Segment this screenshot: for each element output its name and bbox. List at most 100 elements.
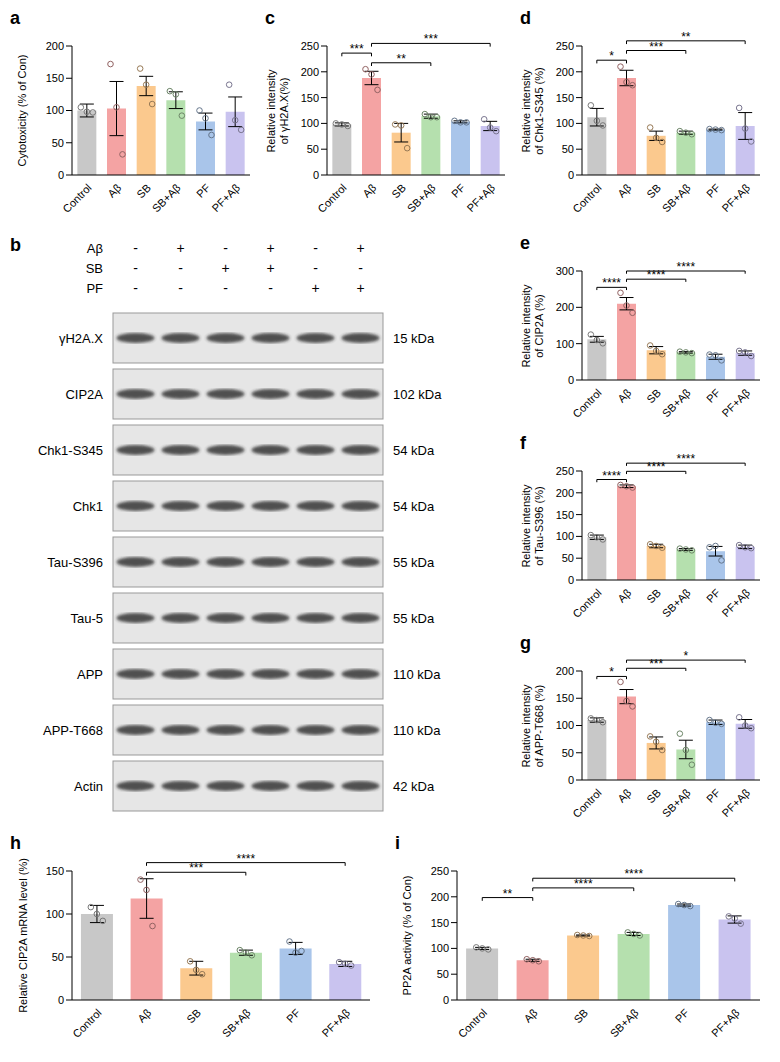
svg-text:150: 150	[556, 692, 574, 704]
svg-text:APP-T668: APP-T668	[43, 723, 103, 738]
svg-text:**: **	[681, 30, 691, 44]
svg-text:42 kDa: 42 kDa	[393, 779, 435, 794]
svg-text:Aβ: Aβ	[615, 181, 633, 199]
svg-text:250: 250	[556, 40, 574, 52]
svg-text:+: +	[266, 260, 274, 276]
svg-text:100: 100	[46, 104, 64, 116]
svg-text:PF: PF	[86, 281, 103, 296]
svg-text:Tau-5: Tau-5	[70, 611, 103, 626]
svg-text:***: ***	[649, 40, 663, 54]
svg-text:PF: PF	[704, 586, 723, 605]
svg-text:PF: PF	[704, 786, 723, 805]
svg-text:Aβ: Aβ	[135, 1006, 153, 1024]
svg-text:γH2A.X: γH2A.X	[59, 331, 103, 346]
svg-text:-: -	[178, 280, 183, 296]
svg-text:****: ****	[647, 460, 666, 474]
svg-text:b: b	[10, 235, 21, 255]
svg-text:-: -	[313, 260, 318, 276]
svg-text:Aβ: Aβ	[105, 181, 123, 199]
svg-text:+: +	[266, 240, 274, 256]
svg-text:250: 250	[431, 865, 449, 877]
svg-text:PF+Aβ: PF+Aβ	[209, 181, 242, 214]
svg-text:Aβ: Aβ	[615, 386, 633, 404]
svg-text:SB+Aβ: SB+Aβ	[608, 1006, 641, 1039]
svg-text:Control: Control	[60, 181, 94, 215]
svg-text:SB+Aβ: SB+Aβ	[660, 586, 693, 619]
svg-text:SB: SB	[86, 261, 103, 276]
svg-text:Control: Control	[570, 586, 604, 620]
svg-text:200: 200	[431, 891, 449, 903]
svg-text:+: +	[176, 240, 184, 256]
svg-text:SB: SB	[644, 586, 663, 605]
svg-text:PF: PF	[704, 386, 723, 405]
svg-text:Aβ: Aβ	[522, 1006, 540, 1024]
svg-text:PF: PF	[449, 181, 468, 200]
svg-text:*: *	[609, 665, 614, 679]
svg-text:Control: Control	[570, 786, 604, 820]
svg-text:SB: SB	[644, 181, 663, 200]
svg-text:250: 250	[301, 40, 319, 52]
svg-text:Actin: Actin	[74, 779, 103, 794]
svg-text:PF+Aβ: PF+Aβ	[319, 1006, 352, 1039]
svg-text:Control: Control	[70, 1006, 104, 1040]
svg-text:PF: PF	[673, 1006, 692, 1025]
svg-text:55 kDa: 55 kDa	[393, 611, 435, 626]
svg-text:-: -	[223, 280, 228, 296]
svg-text:+: +	[311, 280, 319, 296]
svg-text:0: 0	[568, 169, 574, 181]
svg-text:PF+Aβ: PF+Aβ	[719, 786, 752, 819]
svg-text:PF+Aβ: PF+Aβ	[719, 181, 752, 214]
svg-text:PF+Aβ: PF+Aβ	[719, 586, 752, 619]
svg-text:200: 200	[556, 665, 574, 677]
svg-text:0: 0	[443, 994, 449, 1006]
svg-text:150: 150	[556, 509, 574, 521]
svg-text:Tau-S396: Tau-S396	[47, 555, 103, 570]
svg-text:150: 150	[46, 72, 64, 84]
svg-text:****: ****	[602, 469, 621, 483]
svg-text:55 kDa: 55 kDa	[393, 555, 435, 570]
svg-text:50: 50	[52, 137, 64, 149]
svg-text:50: 50	[52, 951, 64, 963]
svg-text:50: 50	[562, 747, 574, 759]
svg-text:-: -	[223, 240, 228, 256]
svg-text:50: 50	[437, 968, 449, 980]
svg-text:SB: SB	[184, 1006, 203, 1025]
svg-text:***: ***	[649, 657, 663, 671]
svg-text:****: ****	[676, 452, 695, 466]
svg-text:PF: PF	[284, 1006, 303, 1025]
svg-text:150: 150	[46, 865, 64, 877]
svg-text:0: 0	[568, 374, 574, 386]
svg-text:110 kDa: 110 kDa	[393, 723, 441, 738]
svg-text:Aβ: Aβ	[360, 181, 378, 199]
svg-text:SB: SB	[571, 1006, 590, 1025]
svg-text:****: ****	[676, 260, 695, 274]
svg-text:100: 100	[301, 117, 319, 129]
svg-text:100: 100	[46, 908, 64, 920]
svg-text:Chk1: Chk1	[73, 499, 103, 514]
svg-text:0: 0	[58, 169, 64, 181]
svg-text:200: 200	[301, 66, 319, 78]
svg-text:0: 0	[568, 774, 574, 786]
svg-text:-: -	[133, 240, 138, 256]
svg-text:APP: APP	[77, 667, 103, 682]
svg-text:**: **	[396, 52, 406, 66]
svg-text:250: 250	[556, 465, 574, 477]
svg-text:Control: Control	[315, 181, 349, 215]
svg-text:200: 200	[556, 487, 574, 499]
svg-text:PF+Aβ: PF+Aβ	[709, 1006, 742, 1039]
svg-text:SB: SB	[644, 386, 663, 405]
svg-text:SB+Aβ: SB+Aβ	[150, 181, 183, 214]
svg-text:50: 50	[562, 552, 574, 564]
svg-text:Control: Control	[456, 1006, 490, 1040]
svg-text:SB+Aβ: SB+Aβ	[220, 1006, 253, 1039]
svg-text:PF: PF	[194, 181, 213, 200]
svg-text:54 kDa: 54 kDa	[393, 499, 435, 514]
svg-text:100: 100	[431, 942, 449, 954]
svg-text:-: -	[178, 260, 183, 276]
svg-text:****: ****	[574, 877, 593, 891]
svg-text:Aβ: Aβ	[615, 786, 633, 804]
svg-text:15 kDa: 15 kDa	[393, 331, 435, 346]
svg-text:110 kDa: 110 kDa	[393, 667, 441, 682]
svg-text:*: *	[609, 49, 614, 63]
svg-text:100: 100	[556, 530, 574, 542]
